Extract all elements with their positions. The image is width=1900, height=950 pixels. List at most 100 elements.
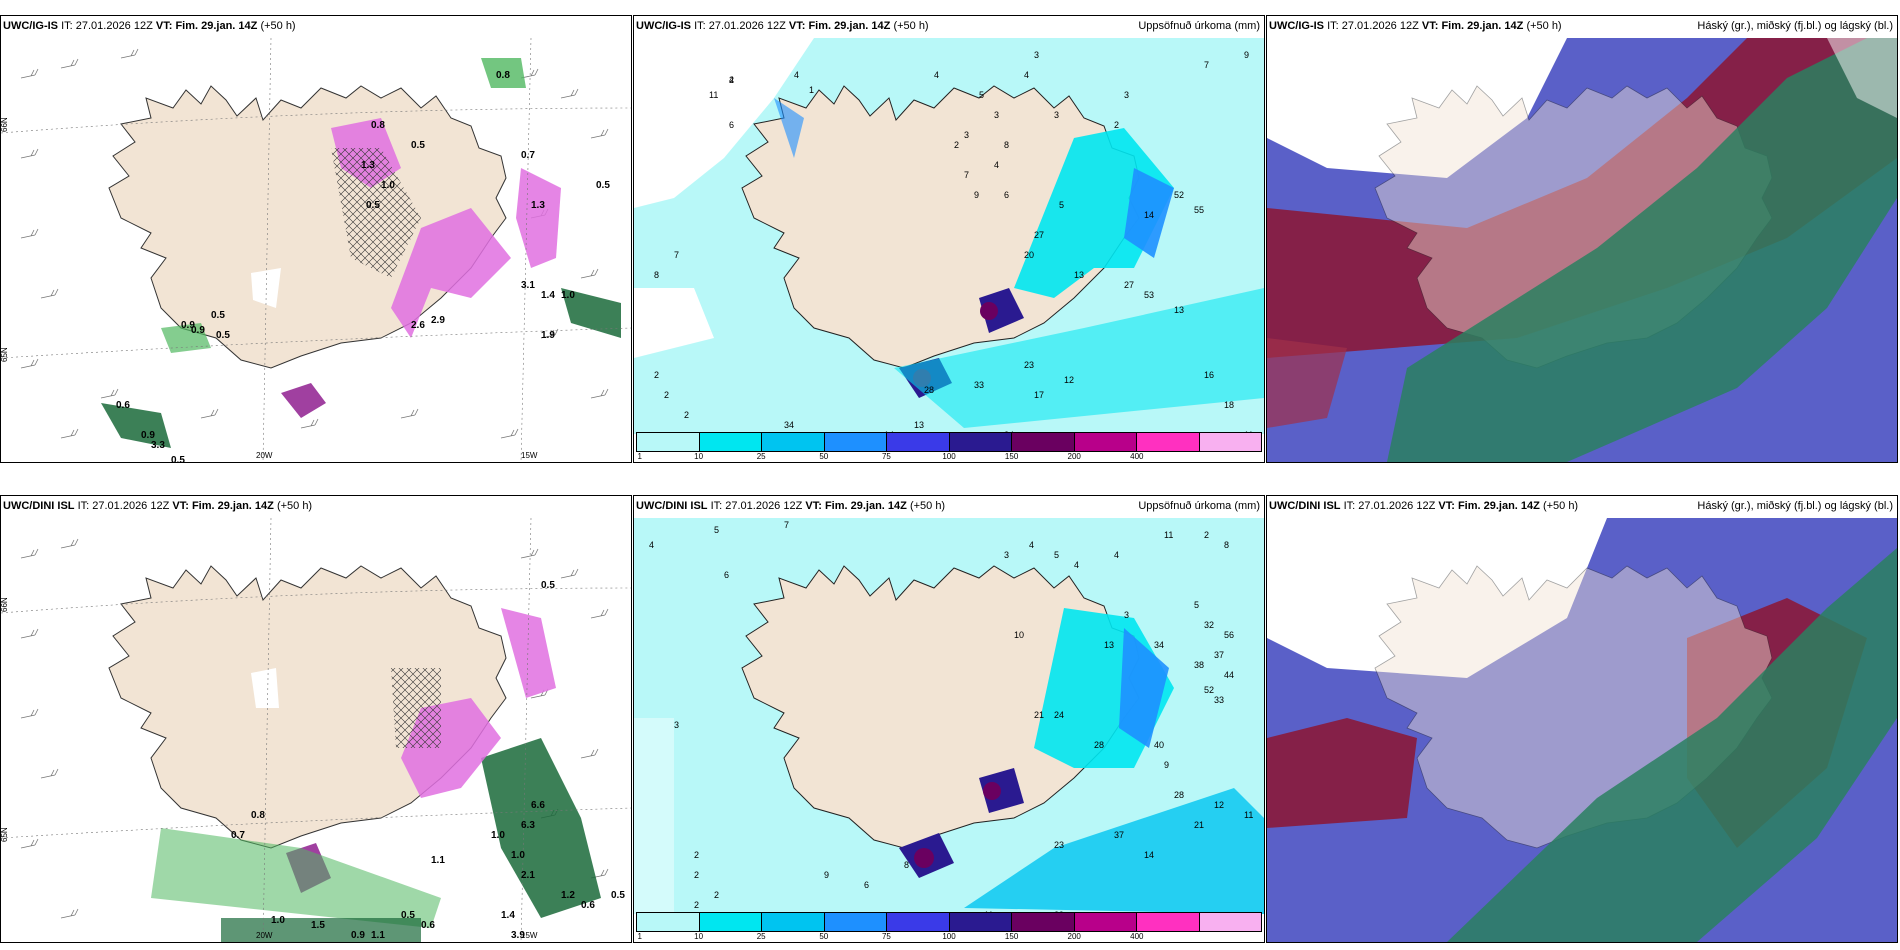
precip-accum-map: 4 5 7 6 3 4 5 4 4 11 2 8 3 5 13 34 32 38 56 37 44 52 33 10 21 24 2… [634,518,1264,914]
value-label: 5 [979,90,984,100]
colorbar-tick: 200 [1067,452,1081,461]
value-label: 0.8 [371,120,385,131]
value-label: 7 [674,250,679,260]
colorbar-tick: 200 [1067,932,1081,941]
value-label: 56 [1224,630,1234,640]
value-label: 3 [674,720,679,730]
lat-label-65n: 65N [1,347,9,362]
value-label: 40 [1154,740,1164,750]
precip-accum-map: 4 4 3 4 5 4 3 11 6 3 1 3 2 8 3 4 2 7 9 6 5 27 14 7 9 52 55 20 13 27 53… [634,38,1264,434]
panel-subtitle: Uppsöfnuð úrkoma (mm) [1138,20,1260,32]
value-label: 11 [1164,530,1173,540]
panel-bottom-left: UWC/DINI ISL IT: 27.01.2026 12Z VT: Fim.… [0,495,632,943]
value-label: 7 [1204,60,1209,70]
value-label: 1.0 [381,180,395,191]
value-label: 18 [1224,400,1234,410]
colorbar-swatch [1012,433,1075,451]
colorbar-tick: 25 [756,932,766,941]
colorbar-swatch [1074,913,1137,931]
value-label: 7 [784,520,789,530]
value-label: 7 [964,170,969,180]
value-label: 3 [1004,550,1009,560]
value-label: 3 [964,130,969,140]
value-label: 2 [714,890,719,900]
value-label: 6 [724,570,729,580]
value-label: 8 [1224,540,1229,550]
value-label: 4 [794,70,799,80]
value-label: 3 [1124,90,1129,100]
colorbar-swatch [887,913,950,931]
value-label: 28 [1174,790,1184,800]
value-label: 52 [1204,685,1214,695]
value-label: 13 [1174,305,1184,315]
lon-label-20w: 20W [256,931,273,940]
value-label: 0.5 [411,140,425,151]
value-label: 33 [974,380,984,390]
colorbar-tick: 50 [819,932,829,941]
value-label: 1.2 [561,890,575,901]
value-label: 37 [1214,650,1224,660]
panel-subtitle: Uppsöfnuð úrkoma (mm) [1138,500,1260,512]
value-label: 1.1 [431,855,445,866]
panel-bottom-mid: UWC/DINI ISL IT: 27.01.2026 12Z VT: Fim.… [633,495,1265,943]
value-label: 11 [1244,810,1253,820]
colorbar-tick: 10 [694,932,704,941]
panel-top-right: UWC/IG-IS IT: 27.01.2026 12Z VT: Fim. 29… [1266,15,1898,463]
low-cloud [1387,38,1897,462]
value-label: 2 [684,410,689,420]
value-label: 5 [1059,200,1064,210]
value-label: 5 [714,525,719,535]
value-label: 4 [1114,550,1119,560]
value-label: 9 [1244,50,1249,60]
colorbar-tick: 400 [1130,452,1144,461]
value-label: 0.5 [216,330,230,341]
value-label: 28 [924,385,934,395]
value-label: 2 [954,140,959,150]
panel-subtitle: Háský (gr.), miðský (fj.bl.) og lágský (… [1697,20,1893,32]
colorbar-swatch [762,913,825,931]
value-label: 2 [694,900,699,910]
value-label: 0.5 [541,580,555,591]
value-label: 52 [1174,190,1184,200]
value-label: 2 [694,870,699,880]
value-label: 0.5 [596,180,610,191]
value-label: 1.5 [311,920,325,931]
value-label: 8 [904,860,909,870]
panel-title: UWC/IG-IS IT: 27.01.2026 12Z VT: Fim. 29… [3,20,296,32]
value-label: 3 [1054,110,1059,120]
value-label: 11 [709,90,718,100]
value-label: 1.9 [541,330,555,341]
value-label: 4 [1029,540,1034,550]
value-label: 12 [1064,375,1074,385]
value-label: 0.5 [611,890,625,901]
value-label: 4 [729,75,734,85]
colorbar-tick: 10 [694,452,704,461]
value-label: 9 [974,190,979,200]
high-cloud [1267,718,1417,828]
value-label: 1.3 [531,200,545,211]
value-label: 0.8 [251,810,265,821]
colorbar-tick: 1 [637,932,642,941]
colorbar: 1 10 25 50 75 100 150 200 400 [636,912,1262,941]
value-label: 34 [784,420,794,430]
value-labels: 0.80.80.51.31.00.50.71.30.50.50.9 0.50.9 2… [116,70,610,462]
colorbar-swatch [762,433,825,451]
value-label: 17 [1034,390,1044,400]
colorbar-swatch [824,433,887,451]
value-label: 13 [1104,640,1114,650]
colorbar-tick: 25 [756,452,766,461]
value-label: 2 [654,370,659,380]
value-label: 2 [729,75,734,85]
value-label: 1.4 [501,910,515,921]
value-label: 34 [1154,640,1164,650]
lon-label-20w: 20W [256,451,273,460]
value-label: 23 [1054,840,1064,850]
cloud-cover-map [1267,518,1897,942]
value-label: 0.5 [366,200,380,211]
panel-title: UWC/IG-IS IT: 27.01.2026 12Z VT: Fim. 29… [1269,20,1562,32]
lon-label-15w: 15W [521,931,538,940]
colorbar-tick: 150 [1004,452,1019,461]
colorbar-swatch [1137,913,1200,931]
value-label: 0.9 [181,320,195,331]
